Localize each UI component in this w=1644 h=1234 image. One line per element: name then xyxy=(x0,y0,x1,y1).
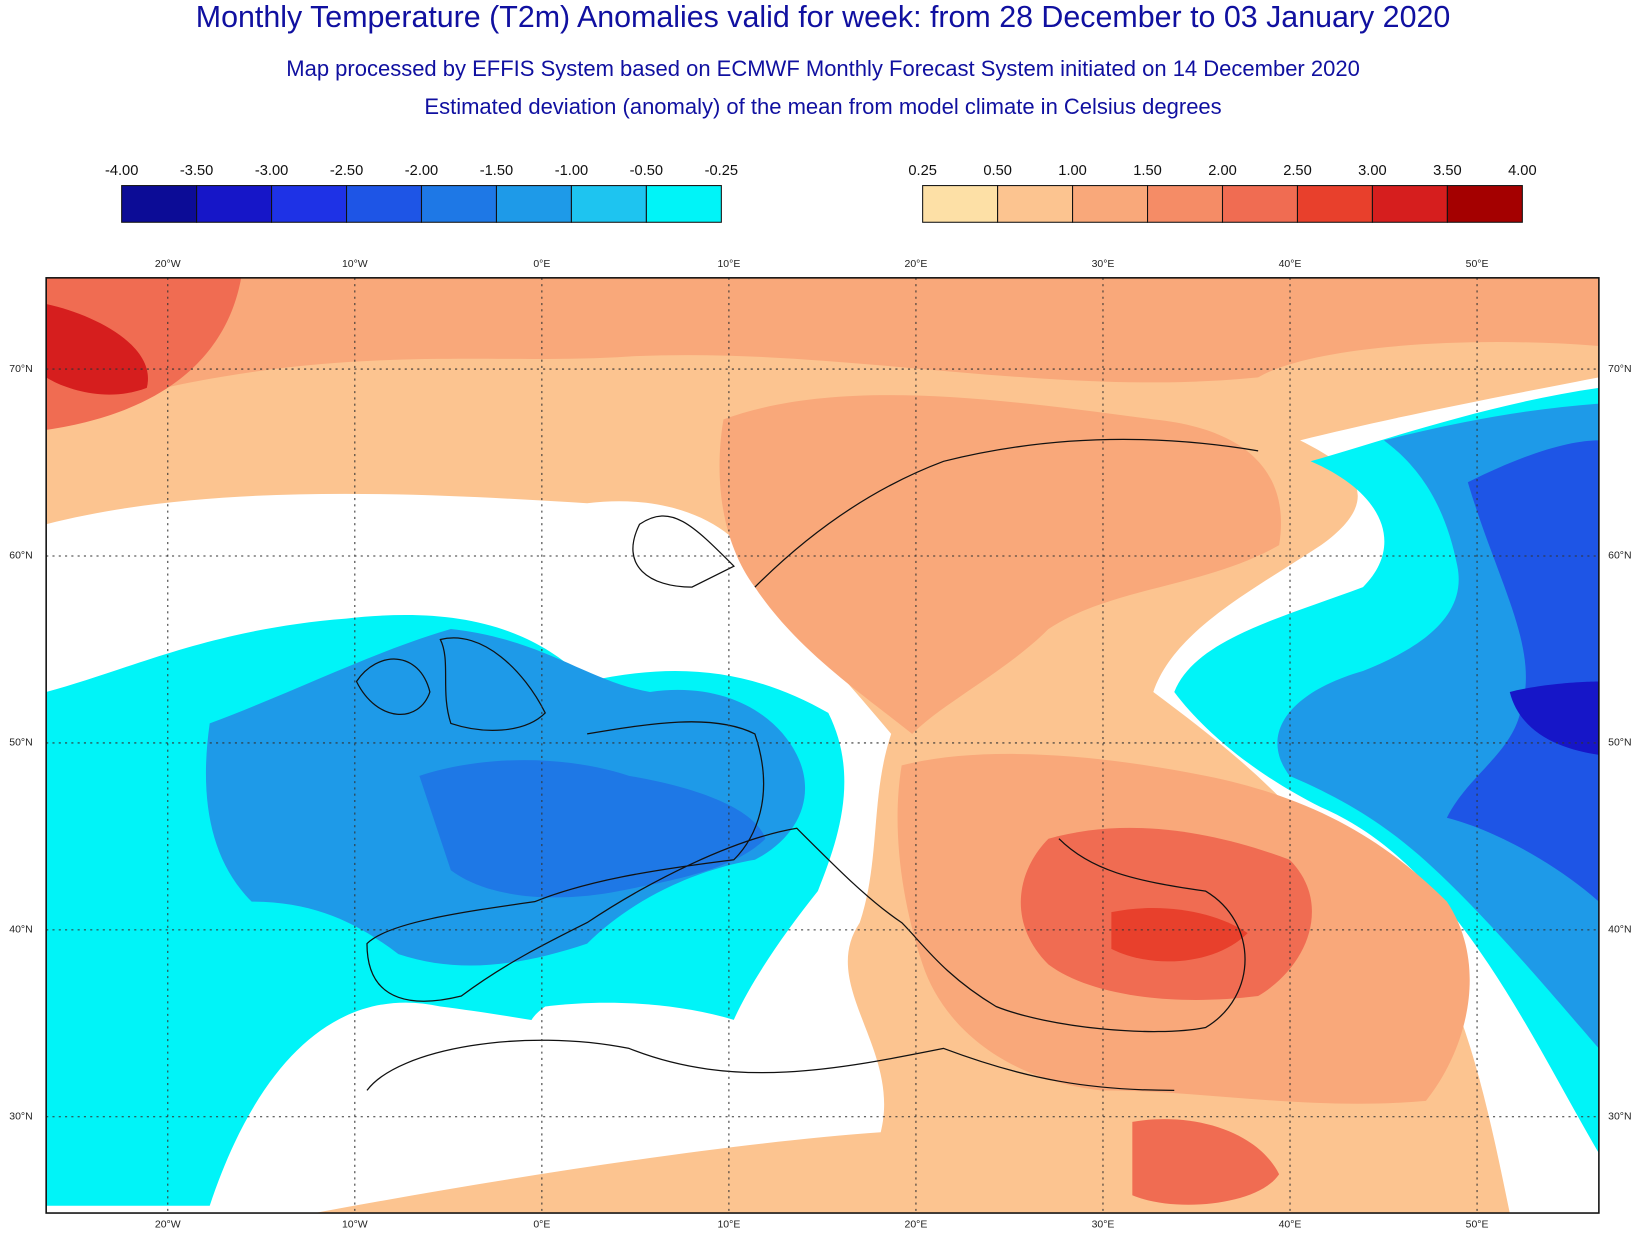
lon-label-bottom: 20°W xyxy=(155,1219,181,1230)
field-blue-france xyxy=(419,760,766,898)
lat-label-right: 70°N xyxy=(1608,364,1631,375)
legend-label: 3.00 xyxy=(1358,163,1387,179)
legend-label: -2.00 xyxy=(405,163,438,179)
legend-swatch xyxy=(1221,185,1298,223)
legend-label: 2.50 xyxy=(1283,163,1312,179)
lon-label-top: 40°E xyxy=(1279,259,1302,270)
lon-label-bottom: 10°W xyxy=(342,1219,368,1230)
legend-label: -4.00 xyxy=(105,163,138,179)
legend-swatch xyxy=(346,185,423,223)
description: Estimated deviation (anomaly) of the mea… xyxy=(424,94,1221,119)
field-blue-east-core xyxy=(1446,440,1599,902)
legend-label: 1.00 xyxy=(1058,163,1087,179)
legend-swatch xyxy=(495,185,572,223)
coastlines xyxy=(355,438,1259,1091)
map-frame xyxy=(45,277,1600,1214)
legend-label: -1.50 xyxy=(480,163,513,179)
legend-label: 3.50 xyxy=(1433,163,1462,179)
legend-swatch xyxy=(1296,185,1373,223)
lon-label-bottom: 50°E xyxy=(1466,1219,1489,1230)
axis-labels: 20°W 20°W 10°W 10°W 0°E 0°E 10°E 10°E 20°E 20°E 30… xyxy=(9,259,1631,1230)
lon-label-bottom: 30°E xyxy=(1092,1219,1115,1230)
legend-label: -2.50 xyxy=(330,163,363,179)
field-red-core xyxy=(1111,908,1248,962)
lat-label-right: 40°N xyxy=(1608,925,1631,936)
legend-label: -1.00 xyxy=(555,163,588,179)
field-greenland-core xyxy=(46,304,148,395)
lon-label-top: 10°W xyxy=(342,259,368,270)
legend-swatch xyxy=(121,185,198,223)
legend-swatch xyxy=(570,185,647,223)
field-red-south xyxy=(1132,1119,1280,1205)
legend-swatch xyxy=(1072,185,1149,223)
lat-label-right: 60°N xyxy=(1608,551,1631,562)
legend-label: 4.00 xyxy=(1508,163,1537,179)
lat-label-left: 30°N xyxy=(9,1112,32,1123)
legend-label: 0.25 xyxy=(908,163,937,179)
legend-label: 0.50 xyxy=(983,163,1012,179)
legend: -4.00 -3.50 -3.00 -2.50 -2.00 -1.50 -1.00 -0.50… xyxy=(105,163,1537,223)
lon-label-bottom: 20°E xyxy=(905,1219,928,1230)
subtitle: Map processed by EFFIS System based on E… xyxy=(286,56,1360,81)
lat-label-left: 60°N xyxy=(9,551,32,562)
legend-swatch xyxy=(196,185,273,223)
lat-label-left: 40°N xyxy=(9,925,32,936)
title: Monthly Temperature (T2m) Anomalies vali… xyxy=(196,0,1450,34)
lat-label-left: 70°N xyxy=(9,364,32,375)
legend-swatch xyxy=(1371,185,1448,223)
legend-swatch xyxy=(645,185,722,223)
legend-label: -3.00 xyxy=(255,163,288,179)
lon-label-top: 10°E xyxy=(717,259,740,270)
lon-label-bottom: 0°E xyxy=(533,1219,550,1230)
legend-label: -0.50 xyxy=(630,163,663,179)
lon-label-top: 50°E xyxy=(1466,259,1489,270)
lon-label-top: 30°E xyxy=(1092,259,1115,270)
legend-swatch xyxy=(997,185,1074,223)
legend-swatch xyxy=(1446,185,1523,223)
lat-label-left: 50°N xyxy=(9,738,32,749)
lon-label-bottom: 10°E xyxy=(717,1219,740,1230)
legend-swatch xyxy=(271,185,348,223)
field-blue-east-peak xyxy=(1509,681,1599,755)
graticule xyxy=(46,277,1599,1214)
field-north xyxy=(46,277,1599,420)
lat-label-right: 30°N xyxy=(1608,1112,1631,1123)
lat-label-right: 50°N xyxy=(1608,738,1631,749)
field-orange-north xyxy=(719,395,1282,734)
lon-label-top: 20°E xyxy=(905,259,928,270)
legend-label: -3.50 xyxy=(180,163,213,179)
legend-label: -0.25 xyxy=(705,163,738,179)
legend-swatch xyxy=(922,185,999,223)
lon-label-top: 20°W xyxy=(155,259,181,270)
lon-label-top: 0°E xyxy=(533,259,550,270)
legend-label: 2.00 xyxy=(1208,163,1237,179)
legend-label: 1.50 xyxy=(1133,163,1162,179)
lon-label-bottom: 40°E xyxy=(1279,1219,1302,1230)
map-field xyxy=(46,277,1599,1214)
legend-swatch xyxy=(1147,185,1224,223)
legend-swatch xyxy=(420,185,497,223)
